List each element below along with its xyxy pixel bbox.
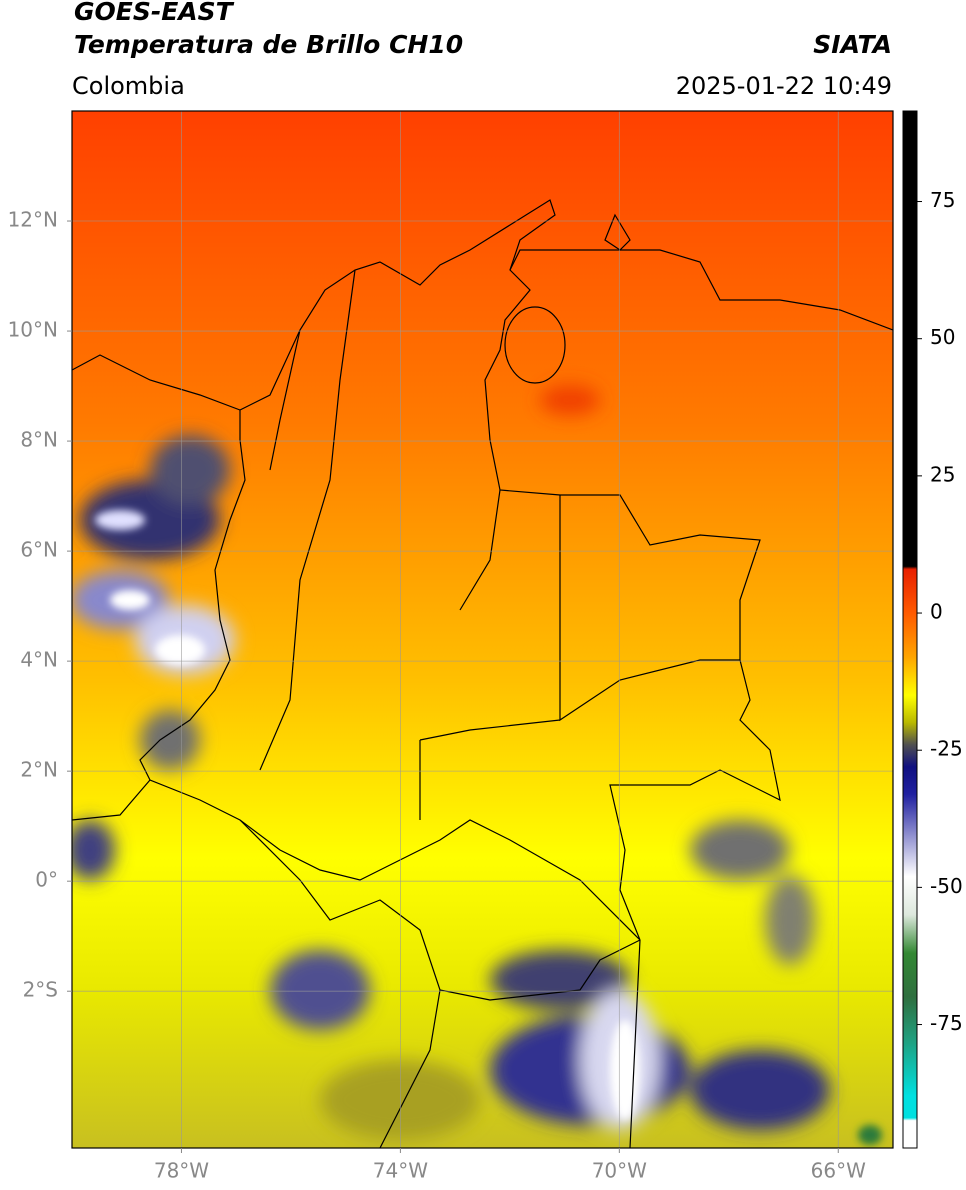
y-tick-label: 10°N [8,318,58,342]
clouds [72,385,830,1140]
colorbar-tick-label: 50 [930,325,955,349]
x-tick-label: 74°W [373,1159,428,1183]
borders [72,199,893,1148]
x-tick-label: 78°W [154,1159,209,1183]
y-tick-label: 4°N [20,648,58,672]
region: Colombia [72,72,185,100]
y-tick-label: 12°N [8,208,58,232]
x-tick-label: 70°W [592,1159,647,1183]
colorbar-tick-label: 75 [930,188,955,212]
colorbar-tick-label: -25 [930,737,963,761]
colorbar-tick-label: -50 [930,874,963,898]
grid [72,111,893,1148]
y-tick-label: 6°N [20,538,58,562]
x-tick-label: 66°W [811,1159,866,1183]
map-image [72,111,893,1148]
source: SIATA [813,30,892,59]
colorbar [902,110,918,1149]
colorbar-tick-label: 0 [930,600,943,624]
y-tick-label: 0° [35,868,58,892]
colorbar-tick-label: -75 [930,1011,963,1035]
y-tick-label: 2°N [20,758,58,782]
colorbar-tick-label: 25 [930,462,955,486]
y-tick-label: 2°S [23,978,58,1002]
datetime: 2025-01-22 10:49 [676,72,892,100]
title: GOES-EAST [74,0,235,26]
map-frame [71,110,894,1149]
y-tick-label: 8°N [20,428,58,452]
subtitle: Temperatura de Brillo CH10 [74,30,463,59]
